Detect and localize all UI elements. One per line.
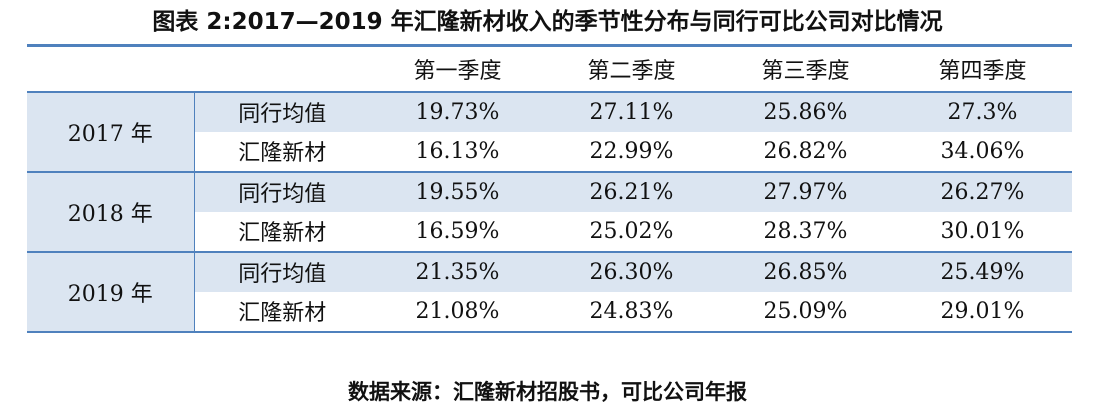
value-cell: 27.3% <box>893 91 1072 132</box>
row-label: 同行均值 <box>194 251 370 292</box>
year-cell-2017: 2017 年 <box>27 91 195 173</box>
row-label: 汇隆新材 <box>194 131 370 173</box>
value-cell: 16.59% <box>370 211 545 253</box>
header-q1: 第一季度 <box>370 44 545 93</box>
value-cell: 24.83% <box>545 291 718 333</box>
row-label: 同行均值 <box>194 171 370 212</box>
row-label: 同行均值 <box>194 91 370 132</box>
value-cell: 25.49% <box>893 251 1072 292</box>
table-row: 2019 年 同行均值 21.35% 26.30% 26.85% 25.49% <box>27 251 1072 333</box>
year-cell-2018: 2018 年 <box>27 171 195 253</box>
year-cell-2019: 2019 年 <box>27 251 195 333</box>
value-cell: 29.01% <box>893 291 1072 333</box>
value-cell: 26.30% <box>545 251 718 292</box>
row-label: 汇隆新材 <box>194 291 370 333</box>
table-row: 2018 年 同行均值 19.55% 26.21% 27.97% 26.27% <box>27 171 1072 253</box>
value-cell: 25.86% <box>718 91 893 132</box>
value-cell: 27.11% <box>545 91 718 132</box>
table-row: 汇隆新材 16.59% 25.02% 28.37% 30.01% <box>27 211 1072 253</box>
header-q2: 第二季度 <box>545 44 718 93</box>
figure-title: 图表 2:2017—2019 年汇隆新材收入的季节性分布与同行可比公司对比情况 <box>152 9 943 35</box>
value-cell: 25.09% <box>718 291 893 333</box>
header-q4: 第四季度 <box>893 44 1072 93</box>
value-cell: 30.01% <box>893 211 1072 253</box>
value-cell: 28.37% <box>718 211 893 253</box>
source-note: 数据来源：汇隆新材招股书，可比公司年报 <box>348 380 747 404</box>
value-cell: 26.21% <box>545 171 718 212</box>
value-cell: 16.13% <box>370 131 545 173</box>
value-cell: 21.08% <box>370 291 545 333</box>
value-cell: 26.27% <box>893 171 1072 212</box>
value-cell: 26.82% <box>718 131 893 173</box>
table-row: 汇隆新材 16.13% 22.99% 26.82% 34.06% <box>27 131 1072 173</box>
table-row: 2017 年 同行均值 19.73% 27.11% 25.86% 27.3% <box>27 91 1072 173</box>
header-q3: 第三季度 <box>718 44 893 93</box>
seasonal-revenue-table: 第一季度 第二季度 第三季度 第四季度 2017 年 同行均值 19.73% 2… <box>27 44 1072 333</box>
value-cell: 27.97% <box>718 171 893 212</box>
value-cell: 22.99% <box>545 131 718 173</box>
header-empty-type <box>194 44 370 93</box>
value-cell: 21.35% <box>370 251 545 292</box>
table-header-row: 第一季度 第二季度 第三季度 第四季度 <box>27 44 1072 93</box>
row-label: 汇隆新材 <box>194 211 370 253</box>
value-cell: 25.02% <box>545 211 718 253</box>
value-cell: 19.73% <box>370 91 545 132</box>
table-row: 汇隆新材 21.08% 24.83% 25.09% 29.01% <box>27 291 1072 333</box>
value-cell: 34.06% <box>893 131 1072 173</box>
value-cell: 19.55% <box>370 171 545 212</box>
value-cell: 26.85% <box>718 251 893 292</box>
header-empty-year <box>27 44 194 93</box>
